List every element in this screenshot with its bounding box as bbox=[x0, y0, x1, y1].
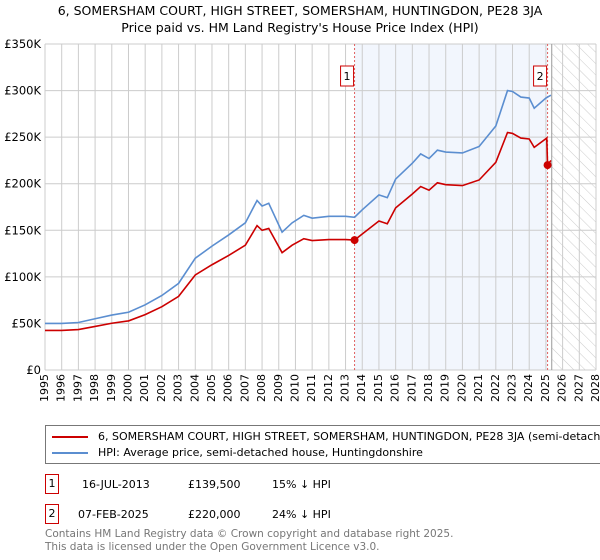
chart-subtitle: Price paid vs. HM Land Registry's House … bbox=[121, 20, 479, 35]
sale-label: 2 bbox=[537, 70, 544, 83]
x-tick-label: 2028 bbox=[589, 374, 600, 402]
footer-line-1: Contains HM Land Registry data © Crown c… bbox=[45, 528, 454, 540]
sale-hpi-diff: 24% ↓ HPI bbox=[272, 507, 331, 521]
x-tick-label: 1995 bbox=[38, 374, 51, 402]
legend-property: 6, SOMERSHAM COURT, HIGH STREET, SOMERSH… bbox=[98, 430, 600, 443]
x-tick-label: 2005 bbox=[205, 374, 218, 402]
footer-line-2: This data is licensed under the Open Gov… bbox=[45, 541, 380, 553]
x-tick-label: 2011 bbox=[305, 374, 318, 402]
sale-point bbox=[350, 236, 359, 245]
x-tick-label: 2022 bbox=[489, 374, 502, 402]
y-tick-label: £200K bbox=[4, 177, 41, 191]
y-tick-label: £300K bbox=[4, 84, 41, 98]
y-tick-label: £50K bbox=[12, 316, 42, 330]
y-tick-label: £250K bbox=[4, 130, 41, 144]
footer: Contains HM Land Registry data © Crown c… bbox=[45, 528, 453, 554]
x-tick-label: 2015 bbox=[372, 374, 385, 402]
x-tick-label: 2002 bbox=[155, 374, 168, 402]
sale-price: £139,500 bbox=[188, 477, 241, 491]
y-tick-label: £0 bbox=[26, 363, 41, 377]
sale-label-box bbox=[533, 65, 548, 87]
x-tick-label: 2018 bbox=[422, 374, 435, 402]
sale-point bbox=[543, 161, 552, 170]
sale-marker-badge: 2 bbox=[45, 504, 59, 524]
x-tick-label: 2007 bbox=[238, 374, 251, 402]
x-tick-label: 2016 bbox=[389, 374, 402, 402]
x-tick-label: 2004 bbox=[188, 374, 201, 402]
x-tick-label: 2026 bbox=[556, 374, 569, 402]
sale-row: 2 07-FEB-2025 £220,000 24% ↓ HPI bbox=[45, 504, 331, 524]
y-tick-label: £150K bbox=[4, 223, 41, 237]
x-tick-label: 2006 bbox=[222, 374, 235, 402]
ownership-period-shading bbox=[354, 44, 548, 370]
chart-title: 6, SOMERSHAM COURT, HIGH STREET, SOMERSH… bbox=[57, 3, 543, 18]
legend-blue-line-icon bbox=[52, 451, 88, 454]
x-tick-label: 1996 bbox=[55, 374, 68, 402]
x-tick-label: 2027 bbox=[572, 374, 585, 402]
y-tick-label: £100K bbox=[4, 270, 41, 284]
x-tick-label: 2024 bbox=[522, 374, 535, 402]
sale-label-box bbox=[340, 65, 355, 87]
hpi-line bbox=[45, 89, 552, 325]
legend-hpi: HPI: Average price, semi-detached house,… bbox=[98, 446, 423, 459]
y-tick-label: £350K bbox=[4, 37, 41, 51]
x-tick-label: 2020 bbox=[455, 374, 468, 402]
forecast-hatch bbox=[551, 44, 596, 370]
x-tick-label: 1998 bbox=[88, 374, 101, 402]
x-tick-label: 2010 bbox=[288, 374, 301, 402]
sale-hpi-diff: 15% ↓ HPI bbox=[272, 477, 331, 491]
x-tick-label: 2008 bbox=[255, 374, 268, 402]
x-tick-label: 2025 bbox=[539, 374, 552, 402]
x-tick-label: 2021 bbox=[472, 374, 485, 402]
x-tick-label: 2013 bbox=[339, 374, 352, 402]
x-tick-label: 1999 bbox=[105, 374, 118, 402]
x-tick-label: 2001 bbox=[138, 374, 151, 402]
property-price-line bbox=[45, 131, 552, 332]
sale-marker-badge: 1 bbox=[45, 474, 59, 494]
x-tick-label: 1997 bbox=[71, 374, 84, 402]
sale-price: £220,000 bbox=[188, 507, 241, 521]
sale-date: 07-FEB-2025 bbox=[78, 507, 149, 521]
legend: 6, SOMERSHAM COURT, HIGH STREET, SOMERSH… bbox=[45, 425, 600, 464]
x-tick-label: 2023 bbox=[506, 374, 519, 402]
sale-label: 1 bbox=[344, 70, 351, 83]
x-tick-label: 2017 bbox=[405, 374, 418, 402]
x-tick-label: 2019 bbox=[439, 374, 452, 402]
sale-row: 1 16-JUL-2013 £139,500 15% ↓ HPI bbox=[45, 474, 331, 494]
x-tick-label: 2012 bbox=[322, 374, 335, 402]
price-chart: 1995 1996 1997 1998 1999 2000 2001 2002 2003 2004… bbox=[4, 37, 600, 402]
x-tick-label: 2009 bbox=[272, 374, 285, 402]
sale-date: 16-JUL-2013 bbox=[82, 477, 150, 491]
x-tick-label: 2014 bbox=[355, 374, 368, 402]
legend-red-line-icon bbox=[52, 435, 88, 438]
x-tick-label: 2003 bbox=[172, 374, 185, 402]
x-tick-label: 2000 bbox=[121, 374, 134, 402]
